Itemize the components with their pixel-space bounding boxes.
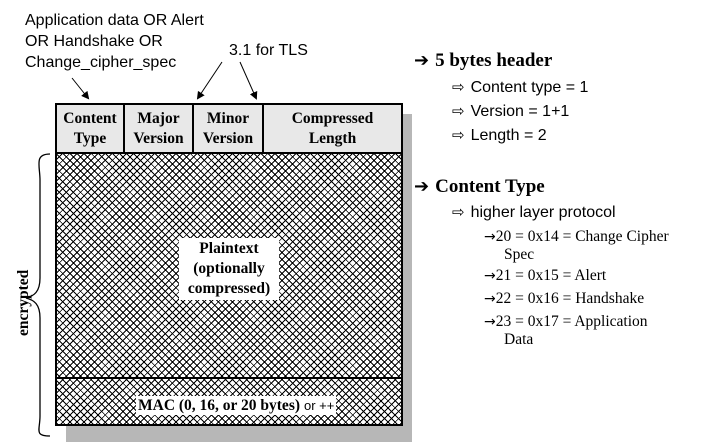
field-label: Content bbox=[63, 109, 117, 127]
content-value-text: Spec bbox=[504, 246, 535, 263]
plaintext-line: (optionally bbox=[193, 260, 265, 277]
annotation-line: OR Handshake OR bbox=[25, 33, 163, 50]
header-item: ⇨ Version = 1+1 bbox=[452, 102, 569, 121]
plaintext-line: Plaintext bbox=[199, 240, 259, 257]
arrow-to-content-type bbox=[71, 77, 90, 100]
mac-divider-line bbox=[55, 377, 403, 379]
content-type-sub-text: higher layer protocol bbox=[470, 204, 616, 221]
header-item-text: Content type = 1 bbox=[470, 79, 589, 96]
hollow-arrow-icon: ⇨ bbox=[452, 78, 465, 96]
field-label: Major bbox=[137, 109, 180, 127]
mac-text: MAC (0, 16, or 20 bytes) bbox=[138, 397, 301, 414]
content-type-annotation: Application data OR Alert OR Handshake O… bbox=[25, 10, 204, 73]
header-field-content-type: Content Type bbox=[55, 103, 125, 154]
content-value-text: 22 = 0x16 = Handshake bbox=[495, 290, 645, 307]
field-label: Compressed bbox=[291, 109, 374, 127]
plaintext-line: compressed) bbox=[187, 280, 271, 297]
content-type-bullet: ➔ Content Type bbox=[414, 176, 545, 198]
mac-suffix: or ++ bbox=[304, 398, 335, 413]
small-arrow-icon: → bbox=[484, 291, 496, 307]
tls-annotation: 3.1 for TLS bbox=[229, 42, 308, 59]
field-label: Version bbox=[202, 129, 254, 147]
right-arrow-icon: ➔ bbox=[414, 50, 430, 71]
content-value-text: 23 = 0x17 = Application bbox=[495, 313, 648, 330]
small-arrow-icon: → bbox=[484, 314, 496, 330]
arrow-to-minor-version bbox=[239, 61, 258, 100]
encrypted-label: encrypted bbox=[15, 269, 32, 336]
field-label: Minor bbox=[206, 109, 250, 127]
field-label: Length bbox=[308, 129, 357, 147]
content-type-bullet-title: Content Type bbox=[435, 176, 545, 197]
small-arrow-icon: → bbox=[484, 268, 496, 284]
header-field-compressed-length: Compressed Length bbox=[262, 103, 403, 154]
content-type-sub: ⇨ higher layer protocol bbox=[452, 203, 616, 222]
right-arrow-icon: ➔ bbox=[414, 176, 430, 197]
content-value-item: →23 = 0x17 = Application Data bbox=[484, 313, 648, 349]
hollow-arrow-icon: ⇨ bbox=[452, 102, 465, 120]
annotation-line: Change_cipher_spec bbox=[25, 54, 177, 71]
header-item-text: Version = 1+1 bbox=[470, 103, 570, 120]
header-item-text: Length = 2 bbox=[470, 127, 547, 144]
arrow-to-major-version bbox=[196, 61, 223, 100]
header-field-major-version: Major Version bbox=[123, 103, 194, 154]
content-value-text: Data bbox=[504, 331, 534, 348]
header-field-minor-version: Minor Version bbox=[192, 103, 264, 154]
content-value-item: →20 = 0x14 = Change Cipher Spec bbox=[484, 228, 669, 264]
plaintext-label: Plaintext (optionally compressed) bbox=[179, 238, 279, 300]
field-label: Type bbox=[73, 129, 107, 147]
header-bullet-title: 5 bytes header bbox=[435, 50, 553, 71]
content-value-item: →21 = 0x15 = Alert bbox=[484, 267, 606, 285]
header-bullet: ➔ 5 bytes header bbox=[414, 50, 552, 72]
field-label: Version bbox=[133, 129, 184, 147]
content-value-text: 20 = 0x14 = Change Cipher bbox=[495, 228, 669, 245]
small-arrow-icon: → bbox=[484, 229, 496, 245]
annotation-line: Application data OR Alert bbox=[25, 12, 204, 29]
content-value-item: →22 = 0x16 = Handshake bbox=[484, 290, 644, 308]
content-value-text: 21 = 0x15 = Alert bbox=[495, 267, 607, 284]
encrypted-brace bbox=[25, 153, 51, 437]
hollow-arrow-icon: ⇨ bbox=[452, 203, 465, 221]
hollow-arrow-icon: ⇨ bbox=[452, 126, 465, 144]
header-item: ⇨ Content type = 1 bbox=[452, 78, 588, 97]
header-item: ⇨ Length = 2 bbox=[452, 126, 547, 145]
mac-label: MAC (0, 16, or 20 bytes) or ++ bbox=[136, 396, 337, 415]
